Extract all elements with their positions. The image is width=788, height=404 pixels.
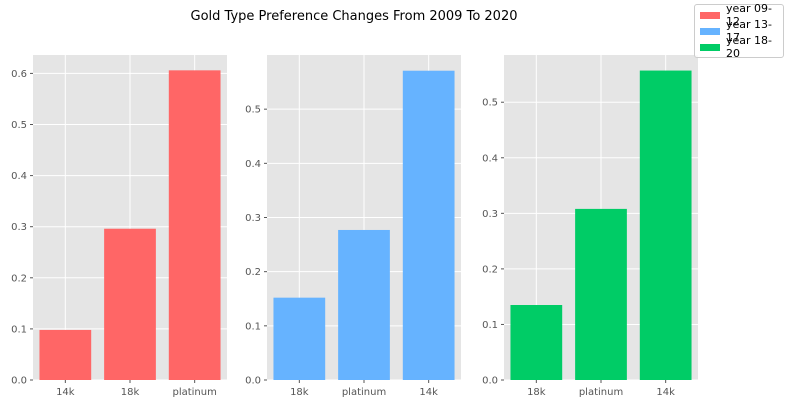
chart-1-ytick-label: 0.4 bbox=[11, 171, 27, 182]
chart-1-bar-18k bbox=[104, 228, 156, 380]
chart-2-bar-18k bbox=[273, 297, 326, 380]
legend-swatch-1 bbox=[700, 11, 720, 19]
chart-3-ytick-label: 0.4 bbox=[482, 153, 498, 164]
chart-3-ytick-label: 0.5 bbox=[482, 98, 498, 109]
chart-3-ytick-label: 0.1 bbox=[482, 320, 498, 331]
chart-2-bar-14k bbox=[402, 70, 455, 380]
legend-label-3: year 18-20 bbox=[726, 34, 773, 60]
chart-1-xtick-label: 18k bbox=[121, 387, 140, 398]
chart-3-ytick-label: 0.2 bbox=[482, 264, 498, 275]
legend-item-3: year 18-20 bbox=[700, 34, 778, 60]
chart-2-ytick-label: 0.3 bbox=[245, 213, 261, 224]
chart-1-xtick-label: 14k bbox=[56, 387, 75, 398]
chart-2-xtick-label: platinum bbox=[342, 387, 386, 398]
chart-1-ytick-label: 0.1 bbox=[11, 324, 27, 335]
legend-label-2: year 13-17 bbox=[726, 18, 773, 44]
chart-3-xtick-label: 14k bbox=[656, 387, 675, 398]
chart-1-ytick-label: 0.2 bbox=[11, 273, 27, 284]
legend-item-1: year 09-12 bbox=[700, 2, 778, 28]
chart-2-xtick-label: 14k bbox=[419, 387, 438, 398]
chart-3-xtick-label: platinum bbox=[579, 387, 623, 398]
chart-2-bar-platinum bbox=[338, 229, 390, 380]
chart-3-ytick-label: 0.3 bbox=[482, 209, 498, 220]
legend-item-2: year 13-17 bbox=[700, 18, 778, 44]
chart-3-bar-platinum bbox=[575, 208, 627, 380]
chart-2-ytick-label: 0.5 bbox=[245, 105, 261, 116]
chart-2-ytick-label: 0.2 bbox=[245, 267, 261, 278]
legend: year 09-12 year 13-17 year 18-20 bbox=[694, 2, 784, 60]
chart-2-ytick-label: 0.1 bbox=[245, 321, 261, 332]
chart-2-ytick-label: 0.0 bbox=[245, 376, 261, 387]
chart-1-ytick-label: 0.5 bbox=[11, 120, 27, 131]
figure-title: Gold Type Preference Changes From 2009 T… bbox=[190, 9, 518, 24]
chart-3-bar-14k bbox=[639, 70, 692, 381]
chart-3-xtick-label: 18k bbox=[527, 387, 546, 398]
chart-1-bar-platinum bbox=[168, 70, 221, 380]
chart-2-ytick-label: 0.4 bbox=[245, 159, 261, 170]
chart-3-bar-18k bbox=[510, 305, 563, 380]
chart-1-xtick-label: platinum bbox=[172, 387, 216, 398]
chart-3-ytick-label: 0.0 bbox=[482, 376, 498, 387]
chart-2-xtick-label: 18k bbox=[290, 387, 309, 398]
legend-swatch-3 bbox=[700, 43, 720, 51]
chart-1-ytick-label: 0.0 bbox=[11, 376, 27, 387]
chart-1-ytick-label: 0.3 bbox=[11, 222, 27, 233]
legend-label-1: year 09-12 bbox=[726, 2, 773, 28]
chart-1-ytick-label: 0.6 bbox=[11, 69, 27, 80]
chart-1-bar-14k bbox=[39, 329, 92, 380]
legend-swatch-2 bbox=[700, 27, 720, 35]
